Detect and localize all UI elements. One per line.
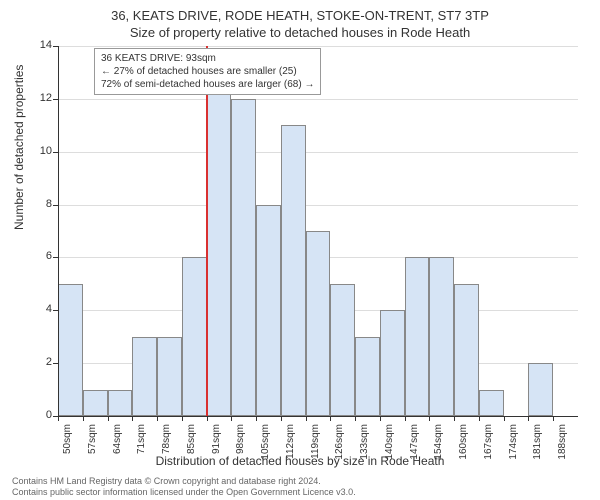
histogram-bar [157, 337, 182, 416]
y-tick-label: 14 [28, 39, 52, 51]
annotation-line-1: 36 KEATS DRIVE: 93sqm [101, 52, 314, 65]
y-axis-label: Number of detached properties [12, 65, 26, 230]
gridline [58, 205, 578, 206]
chart-container: 36, KEATS DRIVE, RODE HEATH, STOKE-ON-TR… [0, 0, 600, 500]
y-tick-label: 6 [28, 250, 52, 262]
histogram-bar [83, 390, 108, 416]
reference-line [206, 46, 208, 416]
histogram-bar [405, 257, 430, 416]
annotation-box: 36 KEATS DRIVE: 93sqm ← 27% of detached … [94, 48, 321, 95]
y-tick-label: 2 [28, 356, 52, 368]
chart-title-sub: Size of property relative to detached ho… [0, 23, 600, 40]
chart-title-main: 36, KEATS DRIVE, RODE HEATH, STOKE-ON-TR… [0, 0, 600, 23]
gridline [58, 152, 578, 153]
y-axis-line [58, 46, 59, 416]
y-tick-label: 8 [28, 198, 52, 210]
histogram-bar [281, 125, 306, 416]
histogram-bar [58, 284, 83, 416]
x-axis-line [58, 416, 578, 417]
histogram-bar [207, 72, 232, 416]
annotation-line-3: 72% of semi-detached houses are larger (… [101, 78, 314, 91]
histogram-bar [429, 257, 454, 416]
histogram-bar [355, 337, 380, 416]
histogram-bar [528, 363, 553, 416]
histogram-bar [108, 390, 133, 416]
annotation-line-2: ← 27% of detached houses are smaller (25… [101, 65, 314, 78]
footer-line-1: Contains HM Land Registry data © Crown c… [12, 476, 356, 487]
gridline [58, 46, 578, 47]
footer-line-2: Contains public sector information licen… [12, 487, 356, 498]
chart-plot-area: 0246810121450sqm57sqm64sqm71sqm78sqm85sq… [58, 46, 578, 416]
histogram-bar [306, 231, 331, 416]
histogram-bar [132, 337, 157, 416]
y-tick-label: 0 [28, 409, 52, 421]
histogram-bar [256, 205, 281, 416]
y-tick-label: 4 [28, 303, 52, 315]
gridline [58, 99, 578, 100]
y-tick-label: 12 [28, 92, 52, 104]
histogram-bar [454, 284, 479, 416]
histogram-bar [479, 390, 504, 416]
histogram-bar [380, 310, 405, 416]
y-tick-label: 10 [28, 145, 52, 157]
footer-attribution: Contains HM Land Registry data © Crown c… [12, 476, 356, 498]
x-axis-label: Distribution of detached houses by size … [0, 454, 600, 468]
histogram-bar [231, 99, 256, 416]
histogram-bar [330, 284, 355, 416]
histogram-bar [182, 257, 207, 416]
